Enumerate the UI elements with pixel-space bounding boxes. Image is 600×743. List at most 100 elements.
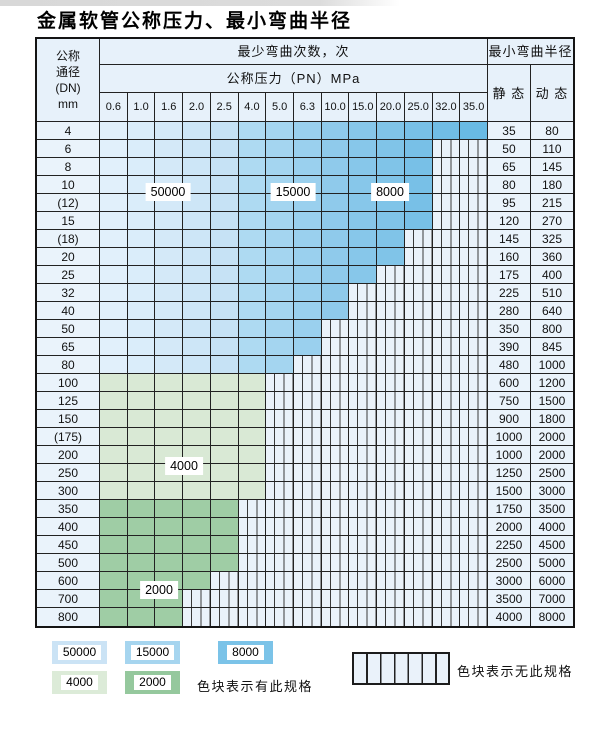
- static-radius-cell: 2000: [487, 518, 531, 536]
- no-spec-cell: [377, 392, 405, 410]
- no-spec-cell: [266, 590, 294, 608]
- legend-swatch-label: 8000: [227, 645, 264, 660]
- spec-cell-50000: [155, 356, 184, 374]
- spec-cell-2000: [127, 518, 156, 536]
- dynamic-radius-cell: 2000: [530, 428, 573, 446]
- spec-cell-8000: [377, 158, 405, 176]
- spec-cell-15000: [266, 266, 294, 284]
- no-spec-cell: [460, 230, 488, 248]
- no-spec-cell: [349, 338, 378, 356]
- spec-cell-8000: [404, 122, 433, 140]
- spec-cell-50000: [155, 158, 184, 176]
- legend-swatch-2000: 2000: [125, 671, 180, 694]
- dn-cell: 125: [37, 392, 100, 410]
- dn-cell: 500: [37, 554, 100, 572]
- spec-cell-15000: [293, 122, 322, 140]
- spec-cell-50000: [127, 248, 156, 266]
- no-spec-cell: [266, 608, 294, 626]
- dynamic-radius-cell: 5000: [530, 554, 573, 572]
- legend-no-spec-text: 色块表示无此规格: [457, 664, 574, 679]
- spec-cell-4000: [127, 374, 156, 392]
- no-spec-cell: [377, 284, 405, 302]
- spec-cell-50000: [210, 158, 239, 176]
- spec-cell-15000: [238, 302, 267, 320]
- no-spec-cell: [404, 608, 433, 626]
- spec-cell-15000: [266, 356, 294, 374]
- no-spec-cell: [266, 446, 294, 464]
- spec-cell-15000: [293, 320, 322, 338]
- spec-cell-15000: [266, 158, 294, 176]
- no-spec-cell: [321, 428, 350, 446]
- spec-cell-50000: [210, 302, 239, 320]
- no-spec-cell: [432, 482, 461, 500]
- static-radius-cell: 600: [487, 374, 531, 392]
- dynamic-radius-cell: 215: [530, 194, 573, 212]
- dynamic-radius-cell: 400: [530, 266, 573, 284]
- dynamic-column-header: 动 态: [530, 65, 573, 122]
- spec-cell-2000: [100, 518, 128, 536]
- spec-cell-50000: [100, 356, 128, 374]
- spec-cell-50000: [100, 212, 128, 230]
- spec-cell-8000: [349, 230, 378, 248]
- no-spec-cell: [432, 230, 461, 248]
- no-spec-cell: [432, 590, 461, 608]
- spec-cell-8000: [321, 266, 350, 284]
- no-spec-cell: [377, 554, 405, 572]
- no-spec-cell: [293, 446, 322, 464]
- spec-cell-50000: [210, 338, 239, 356]
- spec-cell-50000: [183, 140, 211, 158]
- spec-cell-4000: [210, 428, 239, 446]
- dynamic-radius-cell: 7000: [530, 590, 573, 608]
- spec-cell-50000: [210, 248, 239, 266]
- pressure-column-header: 4.0: [238, 93, 267, 122]
- spec-cell-50000: [155, 320, 184, 338]
- static-radius-cell: 280: [487, 302, 531, 320]
- spec-cell-8000: [377, 230, 405, 248]
- spec-cell-4000: [183, 392, 211, 410]
- spec-cell-2000: [100, 590, 128, 608]
- dynamic-radius-cell: 3000: [530, 482, 573, 500]
- no-spec-cell: [210, 590, 239, 608]
- no-spec-cell: [404, 518, 433, 536]
- dn-cell: 300: [37, 482, 100, 500]
- spec-cell-15000: [293, 158, 322, 176]
- no-spec-cell: [349, 518, 378, 536]
- spec-cell-4000: [183, 374, 211, 392]
- no-spec-cell: [432, 446, 461, 464]
- dn-cell: 15: [37, 212, 100, 230]
- static-radius-cell: 480: [487, 356, 531, 374]
- dn-cell: 200: [37, 446, 100, 464]
- no-spec-cell: [404, 284, 433, 302]
- no-spec-cell: [432, 320, 461, 338]
- no-spec-cell: [293, 590, 322, 608]
- static-radius-cell: 2250: [487, 536, 531, 554]
- no-spec-cell: [321, 446, 350, 464]
- no-spec-cell: [377, 518, 405, 536]
- spec-cell-8000: [460, 122, 488, 140]
- spec-cell-4000: [238, 482, 267, 500]
- no-spec-cell: [460, 572, 488, 590]
- no-spec-cell: [349, 572, 378, 590]
- spec-cell-4000: [155, 392, 184, 410]
- spec-cell-50000: [183, 212, 211, 230]
- no-spec-cell: [293, 428, 322, 446]
- spec-cell-8000: [404, 194, 433, 212]
- no-spec-cell: [321, 572, 350, 590]
- no-spec-cell: [293, 410, 322, 428]
- spec-cell-50000: [100, 122, 128, 140]
- spec-cell-2000: [183, 572, 211, 590]
- static-radius-cell: 225: [487, 284, 531, 302]
- spec-cell-2000: [183, 554, 211, 572]
- no-spec-cell: [349, 392, 378, 410]
- no-spec-cell: [404, 428, 433, 446]
- spec-cell-8000: [404, 212, 433, 230]
- no-spec-cell: [349, 356, 378, 374]
- no-spec-cell: [321, 320, 350, 338]
- pressure-column-header: 1.0: [127, 93, 156, 122]
- dn-cell: (12): [37, 194, 100, 212]
- dynamic-radius-cell: 110: [530, 140, 573, 158]
- spec-cell-50000: [100, 140, 128, 158]
- dn-cell: 700: [37, 590, 100, 608]
- spec-cell-4000: [183, 410, 211, 428]
- spec-cell-8000: [404, 140, 433, 158]
